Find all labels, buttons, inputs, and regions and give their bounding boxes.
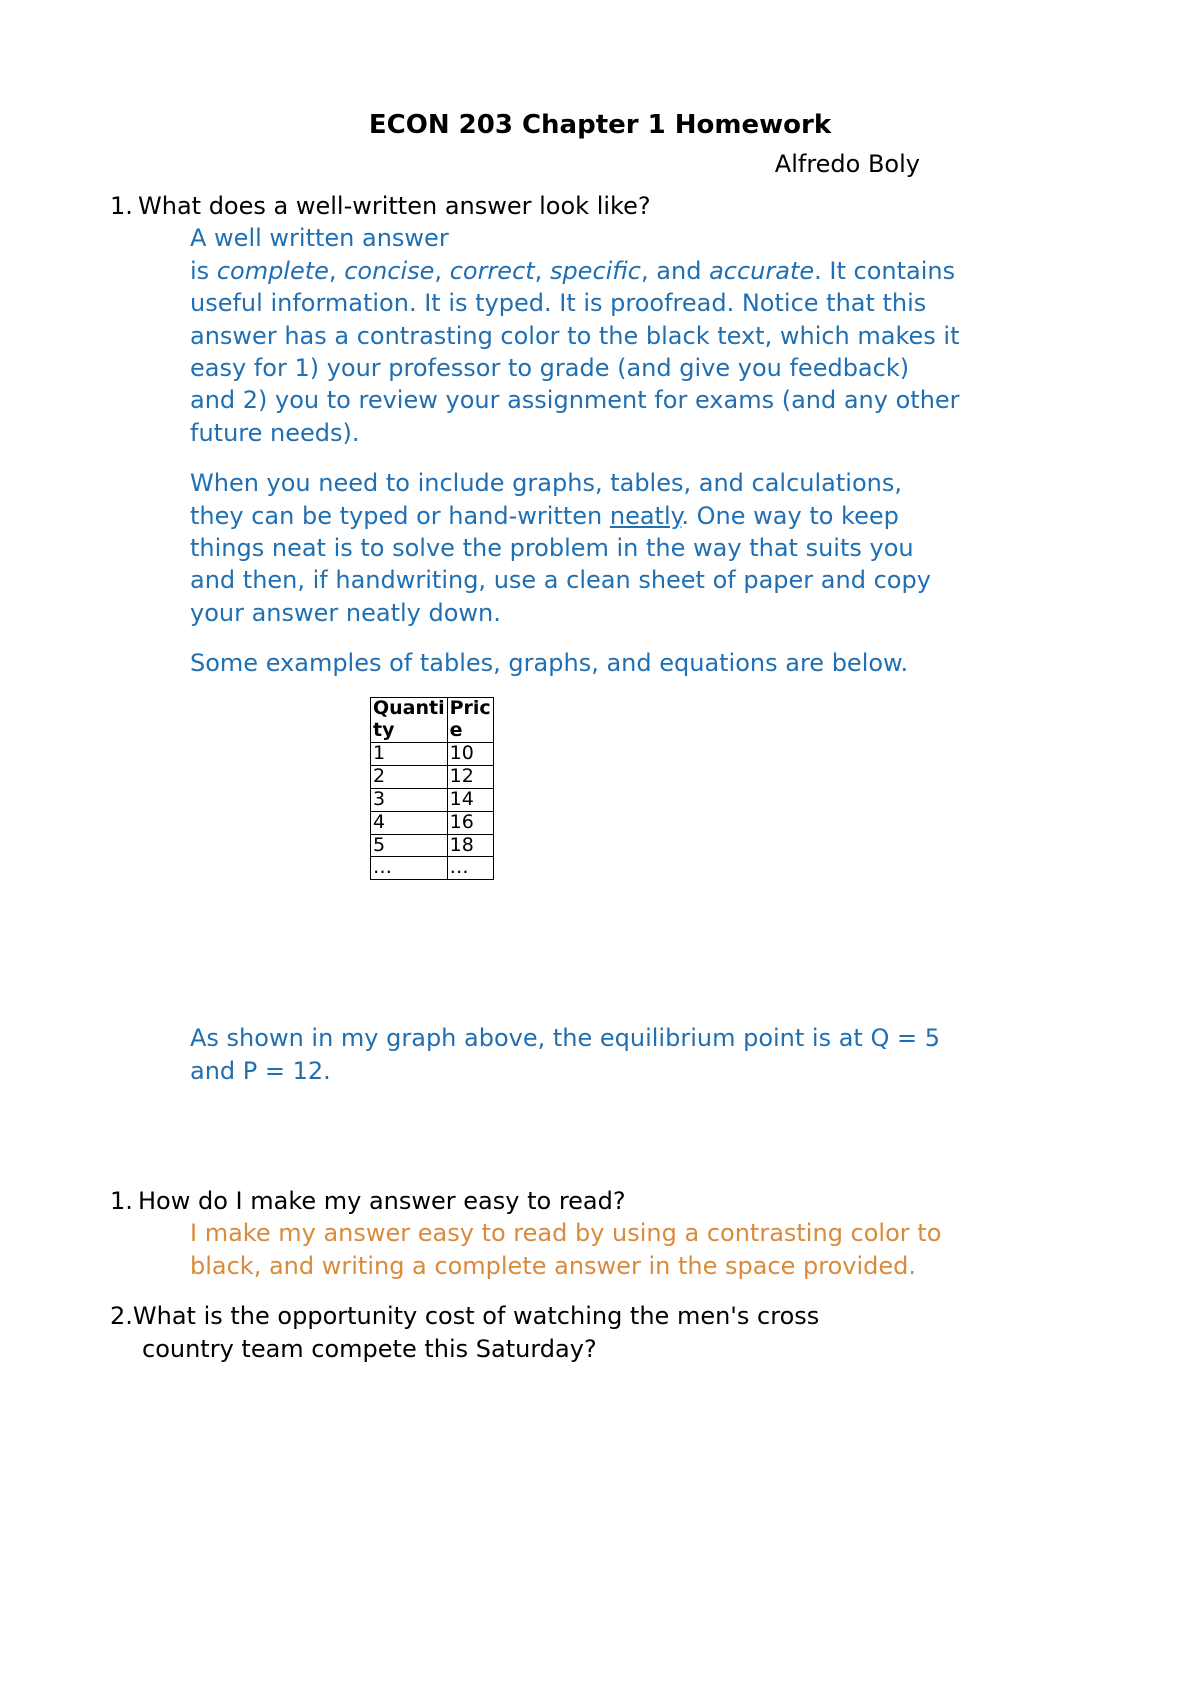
question-3: 2.What is the opportunity cost of watchi… (110, 1300, 1090, 1365)
table-cell: 2 (371, 766, 448, 789)
p2-neatly: neatly (610, 502, 682, 530)
q1-answer-p1: A well written answer is complete, conci… (190, 222, 960, 449)
author-name: Alfredo Boly (110, 150, 1090, 178)
table-cell: 5 (371, 834, 448, 857)
table-cell: 10 (447, 743, 493, 766)
p1-w1: complete (217, 257, 329, 285)
table-cell: … (371, 857, 448, 880)
table-cell: 14 (447, 788, 493, 811)
table-cell: 18 (447, 834, 493, 857)
p1-s1: , (329, 257, 344, 285)
table-row: 314 (371, 788, 494, 811)
p1-s3: , (535, 257, 550, 285)
table-row: 212 (371, 766, 494, 789)
p1-s2: , (434, 257, 449, 285)
question-1: 1.What does a well-written answer look l… (110, 190, 1090, 222)
q1-number: 1. (110, 190, 138, 222)
col-quantity: QuantityQuantity (371, 698, 448, 743)
page-title: ECON 203 Chapter 1 Homework (110, 110, 1090, 140)
p1-w4: specific (550, 257, 641, 285)
q3-line1: What is the opportunity cost of watching… (133, 1302, 819, 1330)
q2-number: 1. (110, 1185, 138, 1217)
table-body: 110212314416518…… (371, 743, 494, 880)
q1-answer-p3: Some examples of tables, graphs, and equ… (190, 647, 960, 679)
q3-number: 2. (110, 1302, 133, 1330)
p1-w3: correct (450, 257, 535, 285)
table-row: …… (371, 857, 494, 880)
table-cell: 3 (371, 788, 448, 811)
q1-answer-p4-wrap: As shown in my graph above, the equilibr… (190, 1022, 960, 1087)
p1-a: is (190, 257, 217, 285)
table-header-row: QuantityQuantity PricePrice (371, 698, 494, 743)
table-cell: 1 (371, 743, 448, 766)
table-cell: 4 (371, 811, 448, 834)
p1-w5: accurate (709, 257, 814, 285)
question-2: 1.How do I make my answer easy to read? (110, 1185, 1090, 1217)
table-cell: … (447, 857, 493, 880)
q2-answer-p: I make my answer easy to read by using a… (190, 1217, 960, 1282)
table-row: 416 (371, 811, 494, 834)
spacer (110, 1105, 1090, 1185)
p1-lead: A well written answer (190, 224, 449, 252)
table-cell: 16 (447, 811, 493, 834)
price-quantity-table: QuantityQuantity PricePrice 110212314416… (370, 697, 494, 880)
price-quantity-table-wrap: QuantityQuantity PricePrice 110212314416… (370, 697, 1090, 880)
q1-answer-p2: When you need to include graphs, tables,… (190, 467, 960, 629)
q1-text: What does a well-written answer look lik… (138, 192, 651, 220)
col-price: PricePrice (447, 698, 493, 743)
p1-tail: . It contains useful information. It is … (190, 257, 960, 447)
q1-answer-p4: As shown in my graph above, the equilibr… (190, 1022, 960, 1087)
q3-line2: country team compete this Saturday? (142, 1333, 1090, 1365)
q2-text: How do I make my answer easy to read? (138, 1187, 626, 1215)
p1-w2: concise (344, 257, 434, 285)
p1-s4: , and (641, 257, 709, 285)
graph-placeholder-gap (110, 892, 1090, 1022)
document-page: ECON 203 Chapter 1 Homework Alfredo Boly… (0, 0, 1200, 1365)
table-cell: 12 (447, 766, 493, 789)
table-row: 110 (371, 743, 494, 766)
q2-answer: I make my answer easy to read by using a… (190, 1217, 960, 1282)
q1-answer: A well written answer is complete, conci… (190, 222, 960, 679)
table-row: 518 (371, 834, 494, 857)
